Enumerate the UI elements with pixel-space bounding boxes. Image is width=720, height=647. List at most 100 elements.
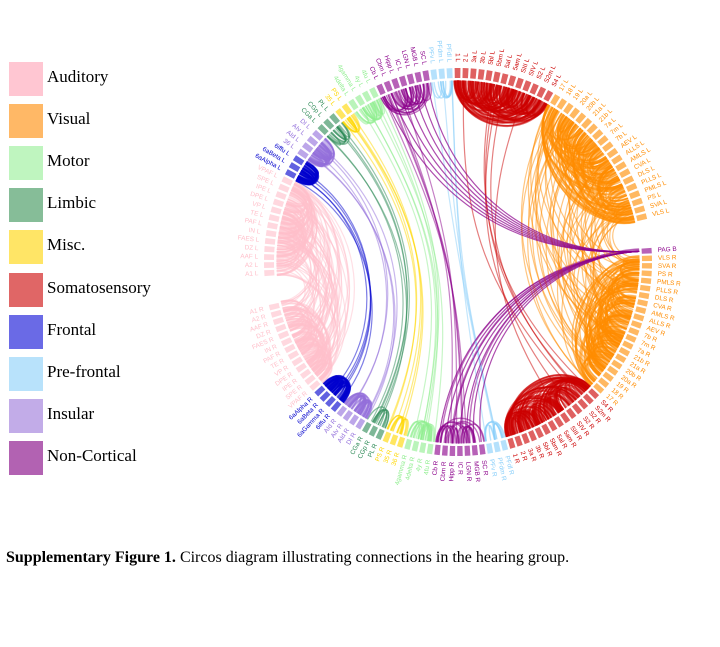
region-segment: [606, 147, 619, 159]
region-segment: [270, 206, 282, 215]
connection-ribbon: [299, 172, 372, 396]
region-label: SIII L: [520, 57, 532, 74]
legend-swatch: [9, 146, 43, 181]
legend-label: Insular: [47, 403, 95, 423]
connection-ribbon: [322, 375, 346, 399]
connection-ribbon: [517, 413, 533, 433]
connection-ribbon: [281, 217, 333, 352]
region-label: PFdm L: [435, 40, 444, 63]
region-label: DZ R: [255, 329, 272, 341]
legend-swatch: [9, 272, 43, 307]
connection-ribbon: [618, 280, 639, 302]
legend-swatch: [9, 398, 43, 433]
connection-ribbon: [561, 209, 632, 387]
region-label: 5am L: [512, 52, 524, 71]
region-segment: [529, 83, 539, 95]
region-segment: [640, 277, 652, 284]
region-label: VP L: [251, 201, 267, 212]
connection-ribbon: [519, 385, 579, 432]
region-segment: [268, 302, 280, 311]
connection-ribbon: [480, 81, 508, 105]
legend-item: Visual: [9, 104, 209, 139]
region-segment: [592, 129, 604, 141]
region-segment: [314, 385, 326, 397]
region-label: PAG B: [657, 246, 676, 254]
connection-ribbon: [597, 269, 640, 347]
connection-ribbon: [298, 343, 316, 358]
region-segment: [588, 388, 600, 400]
connection-ribbon: [544, 115, 636, 300]
connection-ribbon: [276, 263, 336, 375]
region-segment: [406, 73, 415, 85]
region-segment: [355, 418, 366, 430]
region-segment: [301, 142, 314, 153]
region-segment: [492, 71, 501, 83]
region-segment: [341, 103, 353, 115]
connection-ribbon: [407, 420, 423, 440]
region-segment: [362, 421, 372, 434]
region-label: 2 L: [463, 53, 470, 63]
connection-ribbon: [580, 318, 630, 384]
region-segment: [619, 168, 631, 178]
connection-ribbon: [483, 83, 589, 389]
region-label: SVA R: [658, 263, 677, 270]
connection-ribbon: [276, 264, 306, 316]
connection-ribbon: [462, 80, 515, 111]
connection-ribbon: [521, 111, 593, 385]
region-segment: [330, 400, 342, 413]
connection-ribbon: [279, 229, 347, 381]
region-segment: [602, 371, 614, 382]
region-segment: [577, 398, 589, 410]
region-segment: [625, 182, 638, 192]
connection-ribbon: [462, 80, 580, 398]
region-label: IN R: [264, 343, 279, 355]
connection-ribbon: [338, 124, 410, 425]
connection-ribbon: [365, 105, 439, 441]
connection-ribbon: [483, 82, 499, 102]
connection-ribbon: [508, 386, 577, 436]
region-label: 3a R: [526, 448, 538, 463]
region-segment: [611, 359, 623, 370]
legend-item: Frontal: [9, 314, 209, 349]
region-segment: [323, 118, 335, 130]
region-segment: [349, 414, 359, 426]
region-label: PFv L: [427, 47, 436, 65]
region-segment: [521, 432, 530, 445]
region-segment: [560, 412, 571, 424]
connection-ribbon: [577, 133, 607, 165]
region-segment: [361, 90, 372, 103]
region-label: Cb R: [431, 460, 440, 476]
region-label: IC R: [456, 462, 463, 475]
region-segment: [281, 176, 293, 186]
legend-item: Misc.: [9, 230, 209, 265]
region-segment: [485, 70, 493, 81]
region-segment: [514, 435, 523, 447]
connection-ribbon: [549, 115, 640, 269]
region-label: Cbm R: [440, 461, 448, 482]
region-segment: [550, 94, 561, 106]
connection-ribbon: [410, 421, 429, 441]
connection-ribbon: [280, 207, 317, 303]
region-segment: [593, 382, 605, 394]
region-segment: [479, 444, 486, 455]
connection-ribbon: [388, 93, 465, 444]
figure-caption: Supplementary Figure 1. Circos diagram i…: [6, 549, 714, 567]
region-segment: [575, 112, 587, 124]
region-segment: [569, 107, 580, 119]
region-label: PS L: [647, 191, 663, 202]
legend-label: Auditory: [47, 67, 109, 86]
region-label: 35 R: [383, 449, 394, 464]
region-segment: [639, 284, 651, 292]
region-segment: [287, 350, 300, 360]
connection-ribbon: [417, 423, 431, 442]
region-segment: [470, 68, 477, 79]
connection-ribbon: [366, 102, 378, 118]
connection-ribbon: [588, 342, 619, 376]
connection-ribbon: [375, 100, 438, 440]
connection-ribbon: [433, 80, 447, 99]
connection-ribbon: [347, 117, 424, 435]
region-segment: [547, 420, 558, 432]
region-segment: [441, 445, 448, 456]
region-segment: [615, 161, 627, 172]
connection-ribbon: [612, 213, 640, 259]
